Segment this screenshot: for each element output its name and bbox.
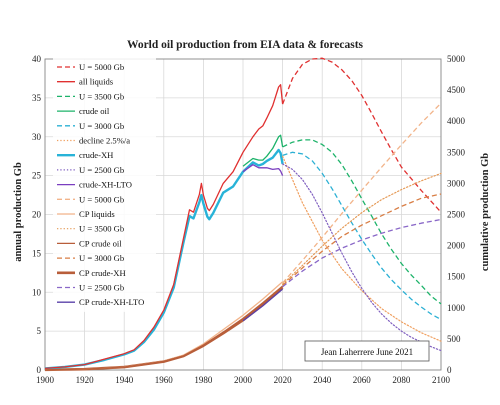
chart-title: World oil production from EIA data & for… bbox=[127, 39, 364, 51]
x-tick-label: 2080 bbox=[392, 375, 411, 385]
y-axis-left-title: annual production Gb bbox=[13, 162, 24, 262]
legend-label: crude-XH bbox=[79, 150, 113, 160]
y-left-tick-label: 25 bbox=[32, 171, 42, 181]
series-line-4 bbox=[282, 151, 442, 321]
x-tick-label: 2000 bbox=[234, 375, 253, 385]
x-tick-label: 2100 bbox=[432, 375, 451, 385]
x-tick-label: 1980 bbox=[194, 375, 213, 385]
legend-label: U = 3000 Gb bbox=[79, 121, 124, 131]
y-left-tick-label: 35 bbox=[32, 93, 42, 103]
y-left-tick-label: 40 bbox=[32, 54, 42, 64]
legend-label: U = 3500 Gb bbox=[79, 224, 124, 234]
y-right-tick-label: 1500 bbox=[447, 272, 466, 282]
credit-label: Jean Laherrere June 2021 bbox=[321, 347, 413, 357]
legend-label: U = 5000 Gb bbox=[79, 62, 124, 72]
series-line-2 bbox=[282, 139, 442, 305]
y-left-tick-label: 0 bbox=[37, 365, 42, 375]
legend-label: U = 2500 Gb bbox=[79, 283, 124, 293]
y-right-tick-label: 3000 bbox=[447, 178, 466, 188]
y-right-tick-label: 4000 bbox=[447, 116, 466, 126]
series-line-3 bbox=[242, 134, 284, 167]
legend-label: U = 3000 Gb bbox=[79, 253, 124, 263]
y-right-tick-label: 3500 bbox=[447, 147, 466, 157]
y-axis-right-title: cumulative production Gb bbox=[480, 153, 491, 271]
legend-label: all liquids bbox=[79, 77, 114, 87]
x-tick-label: 2020 bbox=[274, 375, 293, 385]
legend-label: U = 3500 Gb bbox=[79, 91, 124, 101]
plot-frame bbox=[44, 58, 442, 371]
series-line-0 bbox=[281, 57, 442, 213]
x-tick-label: 1920 bbox=[76, 375, 95, 385]
y-right-tick-label: 2000 bbox=[447, 241, 466, 251]
y-right-tick-label: 500 bbox=[447, 334, 461, 344]
legend-label: crude-XH-LTO bbox=[79, 180, 132, 190]
legend-label: U = 5000 Gb bbox=[79, 194, 124, 204]
series-line-8 bbox=[242, 164, 284, 176]
series-line-7 bbox=[282, 163, 442, 352]
x-tick-label: 2060 bbox=[353, 375, 372, 385]
series-line-15 bbox=[282, 218, 442, 288]
legend-label: U = 2500 Gb bbox=[79, 165, 124, 175]
x-tick-label: 1960 bbox=[155, 375, 174, 385]
y-right-tick-label: 2500 bbox=[447, 210, 466, 220]
series-line-12 bbox=[44, 285, 284, 371]
credit-box: Jean Laherrere June 2021 bbox=[304, 340, 430, 362]
y-left-tick-label: 30 bbox=[32, 132, 42, 142]
legend-label: decline 2.5%/a bbox=[79, 136, 130, 146]
y-right-tick-label: 5000 bbox=[447, 54, 466, 64]
x-tick-label: 1900 bbox=[36, 375, 55, 385]
y-left-tick-label: 5 bbox=[37, 326, 42, 336]
series-line-16 bbox=[242, 288, 284, 322]
y-left-tick-label: 20 bbox=[32, 210, 42, 220]
legend-label: CP liquids bbox=[79, 209, 115, 219]
y-right-tick-label: 1000 bbox=[447, 303, 466, 313]
y-left-tick-label: 10 bbox=[32, 287, 42, 297]
axes: 0 5 10 15 20 25 30 35 40 1900 1920 1940 1960 1980 2000… bbox=[32, 54, 466, 385]
series-line-1 bbox=[44, 84, 284, 370]
legend-label: crude oil bbox=[79, 106, 110, 116]
x-tick-label: 1940 bbox=[115, 375, 134, 385]
x-tick-label: 2040 bbox=[313, 375, 332, 385]
y-right-tick-label: 4500 bbox=[447, 85, 466, 95]
legend-label: CP crude-XH-LTO bbox=[79, 297, 144, 307]
legend: U = 5000 Gb all liquids U = 3500 Gb crude o… bbox=[53, 58, 156, 312]
series-line-11 bbox=[282, 172, 442, 285]
legend-label: CP crude oil bbox=[79, 238, 122, 248]
series-line-9 bbox=[282, 102, 442, 284]
legend-label: CP crude-XH bbox=[79, 268, 126, 278]
series-lines bbox=[44, 57, 442, 372]
y-right-tick-label: 0 bbox=[447, 365, 452, 375]
series-line-6 bbox=[44, 148, 284, 370]
series-line-5 bbox=[282, 155, 442, 342]
y-left-tick-label: 15 bbox=[32, 248, 42, 258]
credit-box-frame bbox=[304, 340, 430, 362]
series-line-13 bbox=[282, 193, 442, 286]
